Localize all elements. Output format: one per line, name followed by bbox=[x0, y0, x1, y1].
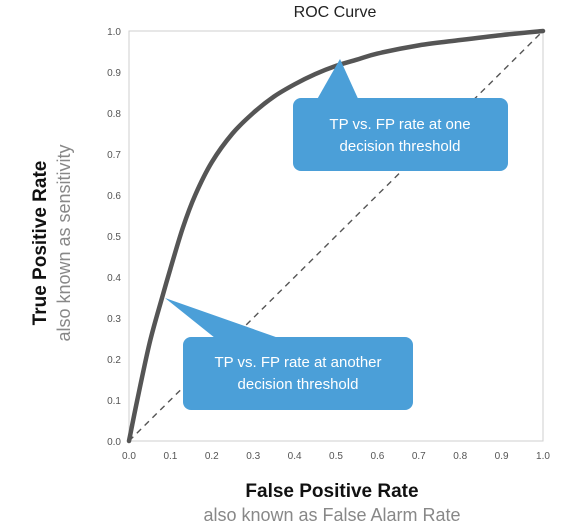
roc-curve-line bbox=[126, 28, 546, 444]
x-tick-label: 1.0 bbox=[536, 451, 550, 462]
callout-another-threshold: TP vs. FP rate at another decision thres… bbox=[165, 298, 413, 410]
x-tick-label: 0.6 bbox=[370, 451, 384, 462]
callout-one-line-1: TP vs. FP rate at one bbox=[329, 116, 470, 133]
callout-one-threshold: TP vs. FP rate at one decision threshold bbox=[293, 59, 508, 171]
y-tick-label: 0.6 bbox=[107, 191, 121, 202]
y-tick-label: 0.2 bbox=[107, 355, 121, 366]
x-tick-label: 0.1 bbox=[163, 451, 177, 462]
x-axis-label: False Positive Rate bbox=[245, 481, 418, 502]
y-tick-label: 0.4 bbox=[107, 273, 121, 284]
callout-two-box bbox=[183, 337, 413, 410]
y-tick-labels: 0.0 0.1 0.2 0.3 0.4 0.5 0.6 0.7 0.8 0.9 1.0 bbox=[107, 27, 121, 448]
y-tick-label: 1.0 bbox=[107, 27, 121, 38]
y-axis-label: True Positive Rate bbox=[30, 161, 51, 326]
callout-one-line-2: decision threshold bbox=[340, 138, 461, 155]
y-tick-label: 0.9 bbox=[107, 68, 121, 79]
y-tick-label: 0.0 bbox=[107, 437, 121, 448]
x-tick-label: 0.4 bbox=[288, 451, 302, 462]
callout-two-pointer bbox=[165, 298, 290, 342]
y-tick-label: 0.8 bbox=[107, 109, 121, 120]
y-tick-label: 0.3 bbox=[107, 314, 121, 325]
x-tick-label: 0.5 bbox=[329, 451, 343, 462]
x-tick-labels: 0.0 0.1 0.2 0.3 0.4 0.5 0.6 0.7 0.8 0.9 1.0 bbox=[122, 451, 550, 462]
x-tick-label: 0.0 bbox=[122, 451, 136, 462]
chart-title: ROC Curve bbox=[294, 4, 377, 21]
y-tick-label: 0.7 bbox=[107, 150, 121, 161]
callout-two-line-2: decision threshold bbox=[238, 376, 359, 393]
x-axis-sublabel: also known as False Alarm Rate bbox=[203, 505, 460, 525]
x-tick-label: 0.3 bbox=[246, 451, 260, 462]
y-axis-sublabel: also known as sensitivity bbox=[54, 144, 74, 341]
callout-one-box bbox=[293, 98, 508, 171]
callout-one-pointer bbox=[315, 59, 360, 103]
y-tick-label: 0.5 bbox=[107, 232, 121, 243]
x-tick-label: 0.7 bbox=[412, 451, 426, 462]
x-tick-label: 0.2 bbox=[205, 451, 219, 462]
x-tick-label: 0.8 bbox=[453, 451, 467, 462]
callout-two-line-1: TP vs. FP rate at another bbox=[214, 354, 381, 371]
y-tick-label: 0.1 bbox=[107, 396, 121, 407]
x-tick-label: 0.9 bbox=[495, 451, 509, 462]
plot-area bbox=[128, 30, 544, 442]
